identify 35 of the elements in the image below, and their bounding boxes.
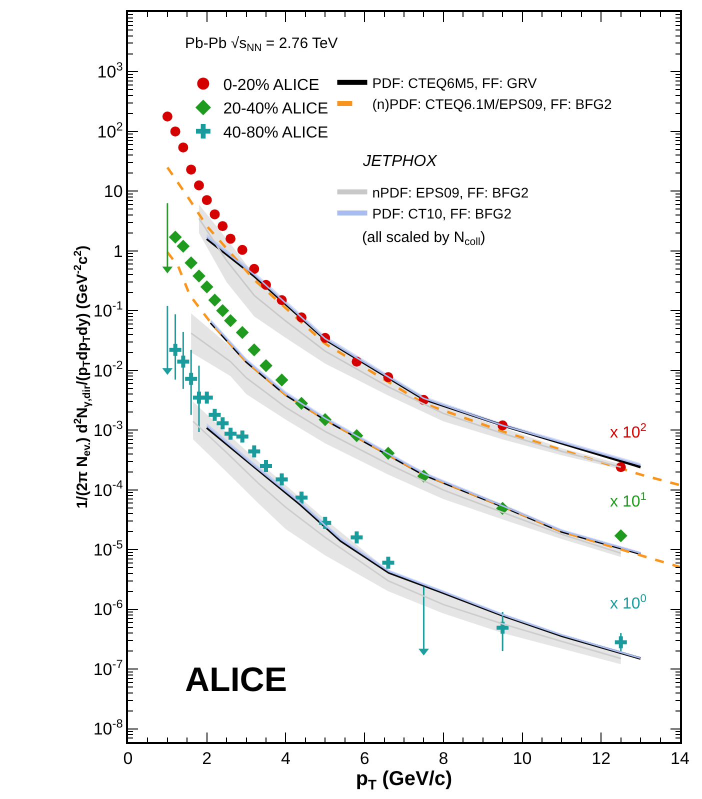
x-tick-label: 8 — [438, 749, 448, 768]
annotation: x 10$^{1}$ — [610, 491, 646, 511]
y-tick-label: 10 — [104, 182, 123, 202]
legend-label: nPDF: EPS09, FF: BFG2 — [372, 184, 529, 200]
x-axis-title: p$_{T}$ (GeV/c) — [356, 768, 452, 792]
legend-label: (n)PDF: CTEQ6.1M/EPS09, FF: BFG2 — [372, 96, 612, 112]
y-tick-label: 10$^{-6}$ — [93, 597, 124, 620]
legend-label: PDF: CT10, FF: BFG2 — [372, 206, 512, 222]
annotation: x 10$^{2}$ — [610, 422, 646, 442]
legend-label: PDF: CTEQ6M5, FF: GRV — [372, 74, 538, 91]
y-tick-label: 10$^{-4}$ — [93, 478, 124, 500]
x-tick-label: 0 — [123, 749, 133, 768]
x-tick-label: 12 — [592, 749, 611, 768]
legend-label: 20-40% ALICE — [223, 100, 328, 118]
annotation: JETPHOX — [362, 153, 438, 170]
x-tick-label: 2 — [202, 749, 212, 768]
x-tick-label: 6 — [360, 749, 370, 768]
y-tick-label: 10$^{-7}$ — [93, 656, 124, 679]
annotation: Pb-Pb √s$_{NN}$ = 2.76 TeV — [185, 35, 338, 54]
y-tick-label: 10$^{-5}$ — [93, 537, 124, 560]
x-tick-label: 4 — [280, 749, 290, 768]
annotation: x 10$^{0}$ — [610, 593, 646, 613]
x-tick-label: 10 — [512, 749, 532, 768]
x-tick-label: 14 — [670, 749, 690, 768]
y-tick-label: 1 — [113, 242, 123, 261]
y-tick-label: 10$^{-8}$ — [93, 716, 124, 739]
legend-label: 0-20% ALICE — [223, 76, 320, 94]
annotation: ALICE — [185, 661, 287, 699]
annotation: (all scaled by N$_{coll}$) — [362, 229, 486, 248]
legend-label: 40-80% ALICE — [223, 124, 328, 142]
y-tick-label: 10$^{-2}$ — [93, 358, 124, 380]
y-tick-label: 10$^{-3}$ — [93, 418, 124, 440]
y-tick-label: 10$^{2}$ — [97, 119, 124, 142]
y-tick-label: 10$^{3}$ — [97, 60, 124, 82]
y-tick-label: 10$^{-1}$ — [93, 298, 124, 321]
